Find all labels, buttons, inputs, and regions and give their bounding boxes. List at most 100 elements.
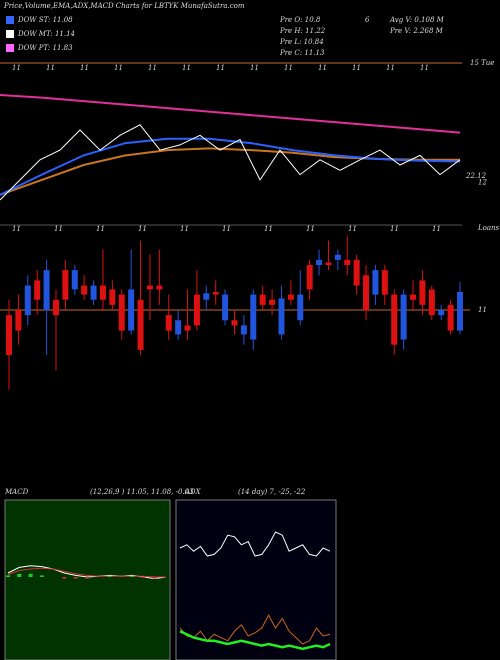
x-tick-label: 11: [390, 225, 399, 233]
x-tick-label: 11: [306, 225, 315, 233]
macd-title: MACD: [4, 488, 29, 496]
x-tick-label: 11: [264, 225, 273, 233]
x-tick-label: 11: [46, 64, 55, 72]
x-tick-label: 11: [80, 64, 89, 72]
x-tick-label: 11: [352, 64, 361, 72]
candle-body: [175, 320, 182, 335]
info-text: Pre H: 11.22: [279, 27, 326, 35]
candle-body: [410, 294, 417, 300]
info-text: 6: [365, 16, 370, 24]
adx-panel: [175, 499, 337, 660]
candle-body: [62, 270, 69, 300]
ema-line: [0, 137, 461, 196]
x-tick-label: 11: [318, 64, 327, 72]
annotation: 22.12: [465, 172, 487, 180]
x-tick-label: 11: [348, 225, 357, 233]
candle-body: [137, 299, 144, 350]
candle-body: [99, 285, 106, 300]
x-tick-label: 11: [386, 64, 395, 72]
x-tick-label: 11: [96, 225, 105, 233]
annotation: Loans: [477, 224, 500, 232]
y-tick-label: 11: [478, 306, 487, 314]
candle-body: [259, 294, 266, 305]
legend-label: DOW MT: 11.14: [17, 30, 75, 38]
info-text: Pre V: 2.268 M: [389, 27, 444, 35]
candle-body: [156, 285, 163, 290]
candle-body: [193, 294, 200, 326]
x-tick-label: 11: [12, 64, 21, 72]
candle-body: [15, 310, 22, 331]
candle-body: [269, 299, 276, 305]
candle-body: [334, 254, 341, 260]
candle-body: [381, 270, 388, 295]
x-tick-label: 11: [138, 225, 147, 233]
candle-body: [81, 285, 88, 295]
candle-body: [325, 262, 332, 265]
adx-line: [179, 531, 331, 557]
legend-label: DOW PT: 11.83: [17, 44, 73, 52]
annotation: 15 Tue: [470, 59, 494, 67]
legend-swatch: [6, 44, 14, 52]
page-title: Price,Volume,EMA,ADX,MACD Charts for LBT…: [3, 2, 245, 10]
adx-values: (14 day) 7, -25, -22: [238, 488, 306, 496]
candle-body: [6, 315, 12, 355]
x-tick-label: 11: [216, 64, 225, 72]
macd-line: [7, 567, 166, 578]
x-tick-label: 11: [182, 64, 191, 72]
candle-body: [212, 292, 219, 295]
info-text: Avg V: 0.108 M: [389, 16, 445, 24]
candle-body: [447, 304, 454, 331]
candle-body: [71, 270, 78, 290]
x-tick-label: 11: [148, 64, 157, 72]
candle-body: [438, 310, 445, 316]
adx-line: [179, 630, 331, 651]
legend-swatch: [6, 16, 14, 24]
candle-body: [146, 285, 153, 290]
x-tick-label: 11: [12, 225, 21, 233]
x-tick-label: 11: [432, 225, 441, 233]
x-tick-label: 11: [250, 64, 259, 72]
candle-body: [344, 259, 351, 265]
candle-body: [90, 285, 97, 300]
legend-swatch: [6, 30, 14, 38]
candle-body: [240, 325, 247, 335]
candle-body: [222, 294, 229, 321]
candle-body: [278, 298, 285, 335]
x-tick-label: 11: [284, 64, 293, 72]
candle-body: [353, 259, 360, 286]
candle-body: [316, 259, 323, 265]
adx-title: ADX: [184, 488, 202, 496]
x-tick-label: 11: [114, 64, 123, 72]
candle-body: [118, 294, 125, 331]
legend-label: DOW ST: 11.08: [17, 16, 73, 24]
x-tick-label: 11: [54, 225, 63, 233]
candle-body: [297, 294, 304, 321]
adx-line: [179, 614, 331, 645]
x-tick-label: 11: [180, 225, 189, 233]
candle-body: [250, 294, 257, 340]
candle-body: [372, 270, 379, 295]
info-text: Pre C: 11.13: [279, 49, 325, 57]
candle-body: [43, 270, 50, 310]
macd-values: (12,26,9 ) 11.05, 11.08, -0.03: [90, 488, 194, 496]
candle-body: [419, 280, 426, 305]
candle-body: [287, 294, 294, 300]
info-text: Pre L: 10.84: [279, 38, 324, 46]
x-tick-label: 11: [420, 64, 429, 72]
candle-body: [306, 265, 313, 290]
candle-body: [52, 299, 59, 316]
candle-body: [24, 285, 31, 316]
x-tick-label: 11: [222, 225, 231, 233]
y-tick-label: 12: [478, 179, 487, 187]
candle-body: [109, 289, 116, 305]
candle-body: [428, 289, 435, 316]
candle-body: [231, 320, 238, 326]
candle-body: [457, 292, 463, 331]
ema-line: [0, 94, 461, 134]
ema-line: [0, 124, 461, 201]
candle-body: [391, 294, 398, 345]
macd-panel: [4, 499, 171, 660]
candle-body: [165, 315, 172, 331]
candle-body: [34, 280, 41, 300]
